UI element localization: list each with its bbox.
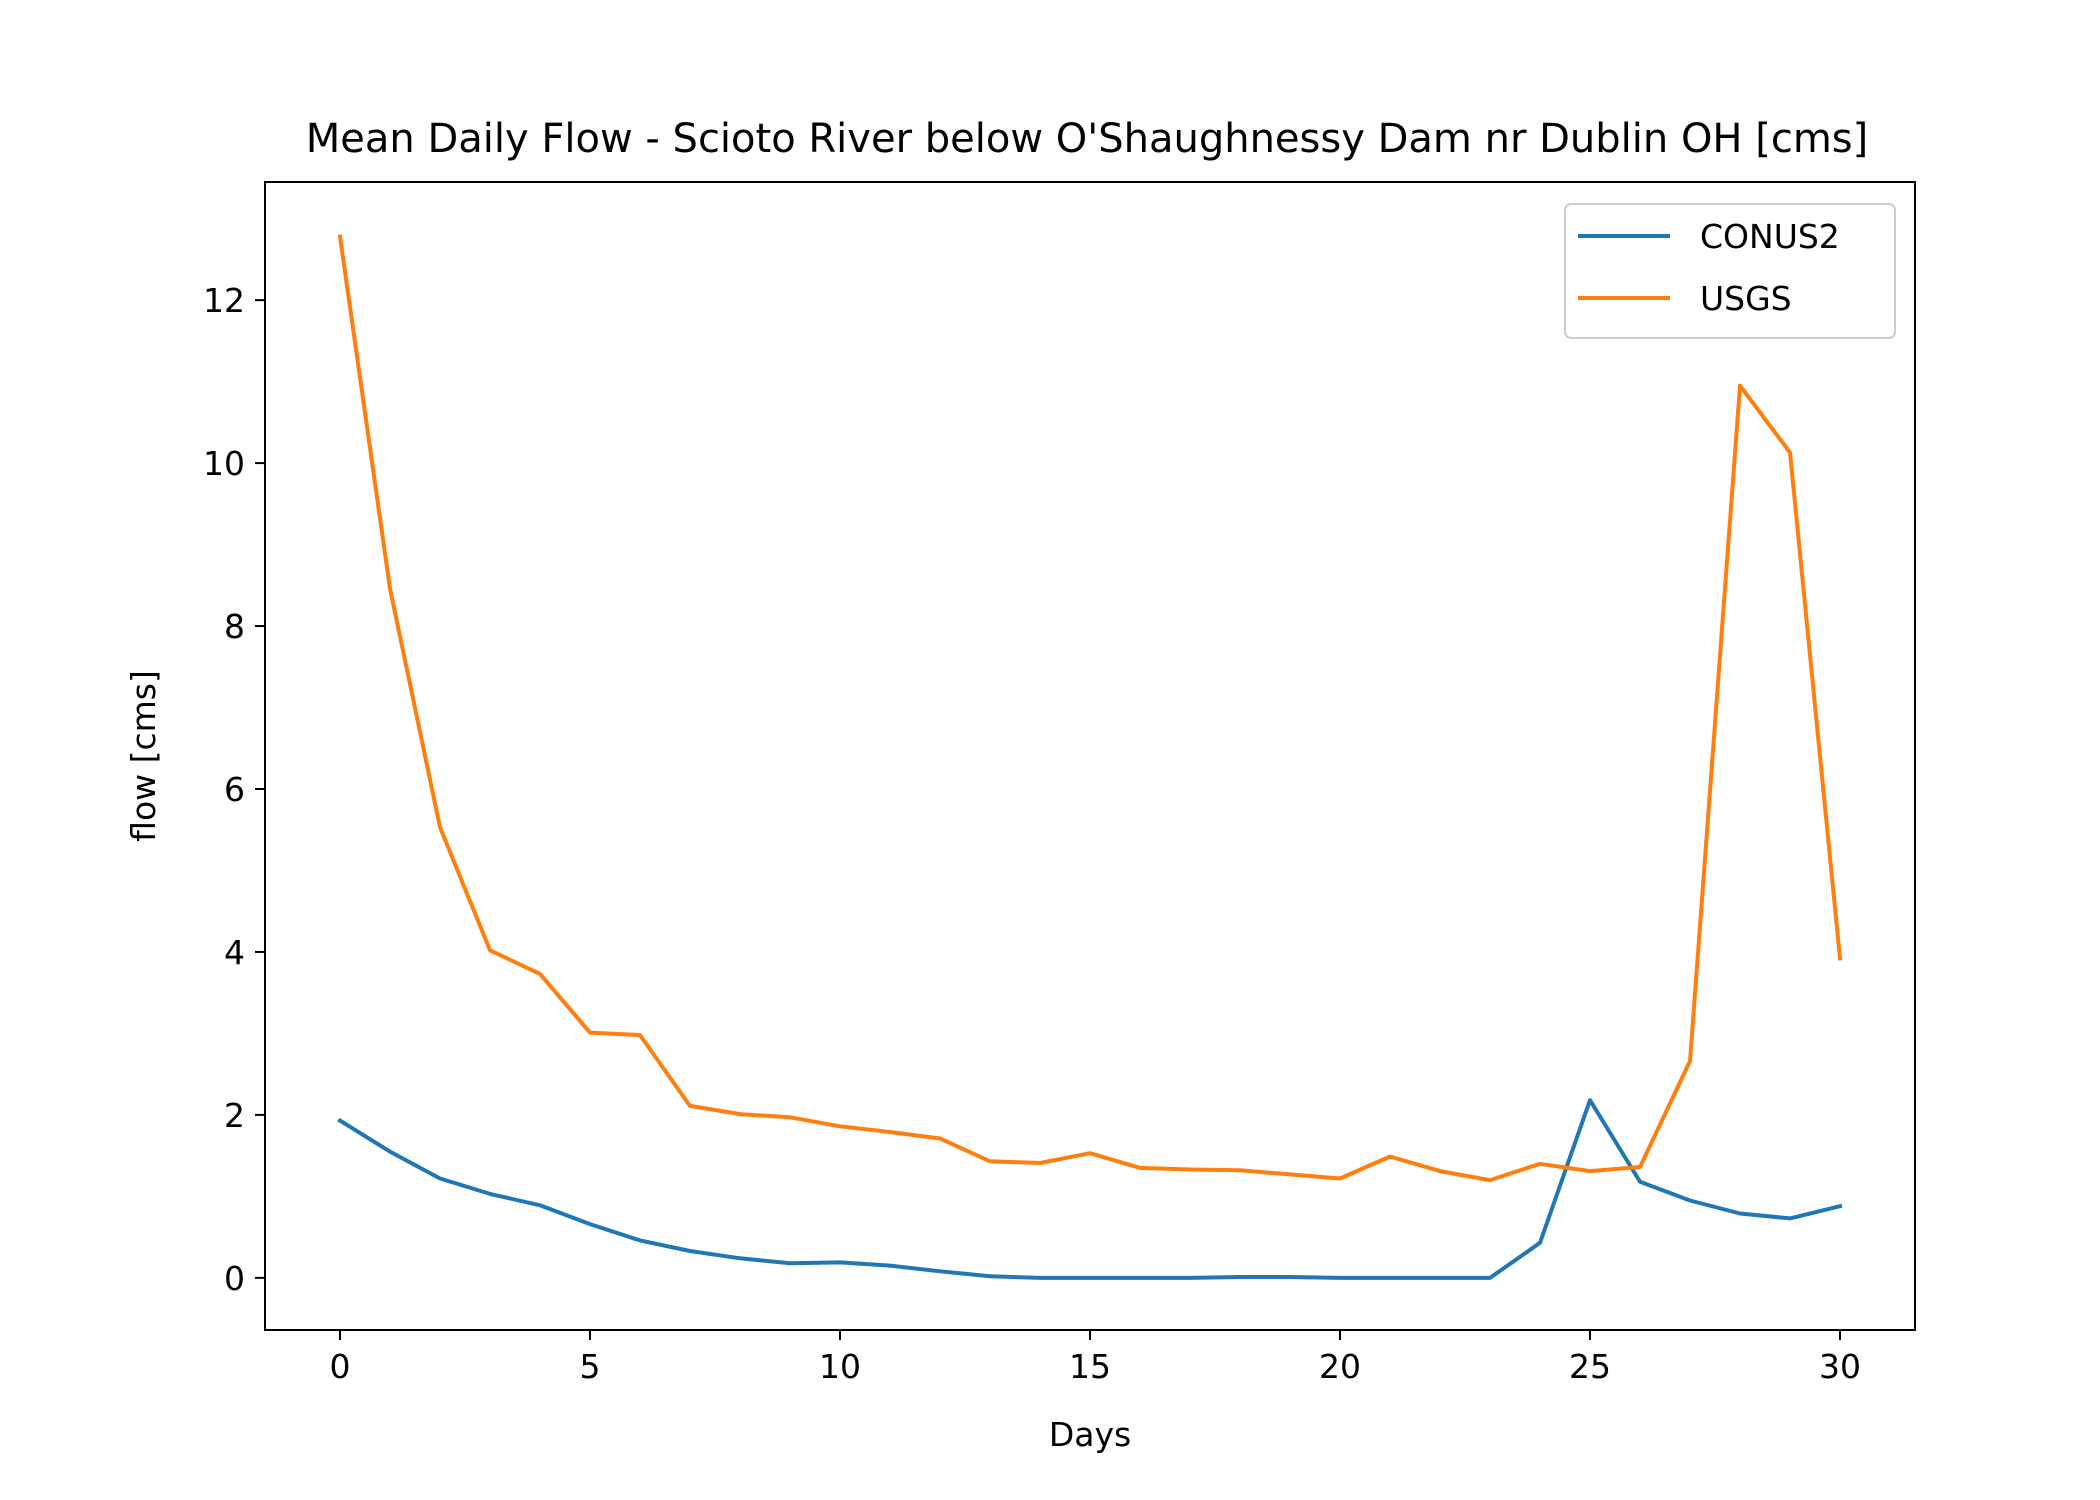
chart-title: Mean Daily Flow - Scioto River below O'S… xyxy=(306,116,1868,162)
legend: CONUS2 USGS xyxy=(1564,203,1896,339)
y-tick-label-12: 12 xyxy=(203,281,245,320)
data-series xyxy=(337,234,1843,1280)
x-tick-label-30: 30 xyxy=(1819,1347,1861,1386)
x-tick-label-25: 25 xyxy=(1569,1347,1611,1386)
x-tick-label-10: 10 xyxy=(819,1347,861,1386)
x-tick-label-5: 5 xyxy=(580,1347,601,1386)
y-tick-label-0: 0 xyxy=(224,1259,245,1298)
x-axis-label: Days xyxy=(1049,1415,1131,1454)
legend-label-usgs: USGS xyxy=(1700,279,1792,318)
series-line-conus2 xyxy=(337,1098,1843,1280)
y-axis-label: flow [cms] xyxy=(124,670,163,842)
y-tick-label-8: 8 xyxy=(224,607,245,646)
x-tick-label-15: 15 xyxy=(1069,1347,1111,1386)
y-tick-label-6: 6 xyxy=(224,770,245,809)
x-tick-label-20: 20 xyxy=(1319,1347,1361,1386)
legend-label-conus2: CONUS2 xyxy=(1700,217,1840,256)
series-line-usgs xyxy=(337,234,1843,1183)
y-tick-label-2: 2 xyxy=(224,1096,245,1135)
axis-ticks: 0 5 10 15 20 25 30 0 2 4 6 8 10 12 xyxy=(203,281,1861,1386)
y-tick-label-4: 4 xyxy=(224,933,245,972)
x-tick-label-0: 0 xyxy=(330,1347,351,1386)
y-tick-label-10: 10 xyxy=(203,444,245,483)
